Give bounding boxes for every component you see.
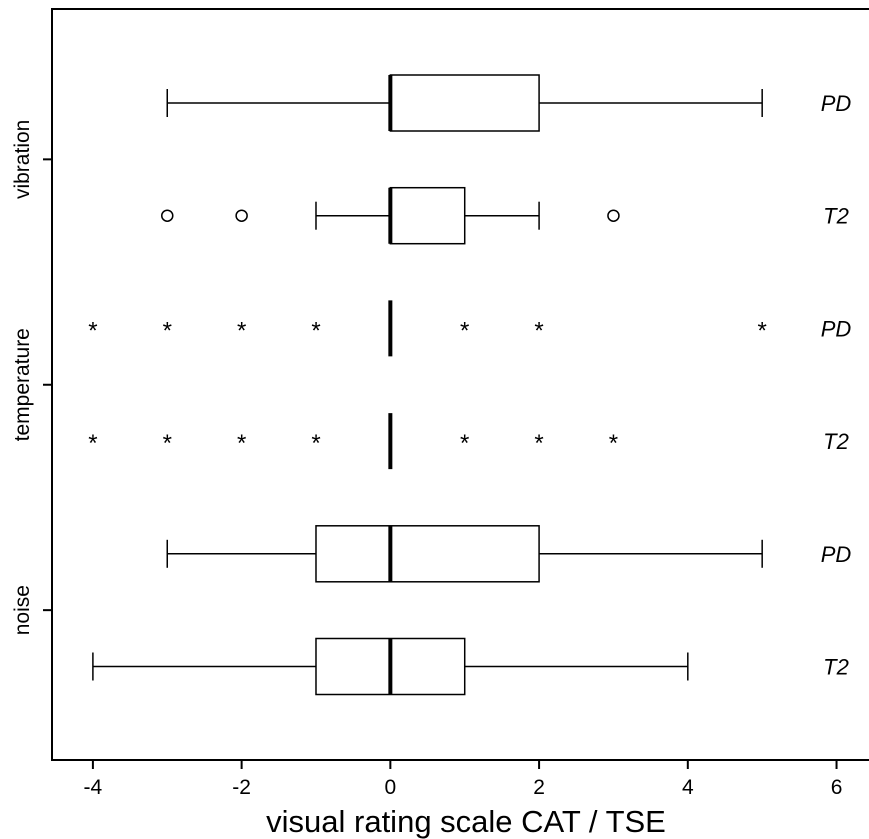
x-tick-label: 0	[385, 776, 397, 799]
extreme-point: *	[163, 430, 172, 457]
y-category-label: vibration	[11, 120, 34, 199]
outlier-point	[607, 209, 620, 222]
x-tick-label: 2	[533, 776, 545, 799]
x-axis: -4 -2 0 2 4 6	[84, 760, 843, 799]
extreme-point: *	[534, 430, 543, 457]
box-temperature-T2: * * * * * * * T2	[88, 413, 849, 470]
box-iqr	[389, 74, 540, 132]
box-vibration-T2: T2	[161, 186, 849, 245]
extreme-point: *	[311, 430, 320, 457]
box-vibration-PD: PD	[166, 74, 852, 132]
series-label: T2	[823, 204, 849, 229]
plot-frame	[51, 8, 869, 761]
x-tick-label: -2	[232, 776, 251, 799]
y-category-label: temperature	[11, 328, 34, 441]
series-label: T2	[823, 655, 849, 680]
x-tick-label: 4	[682, 776, 694, 799]
series-label: PD	[821, 91, 852, 116]
box-iqr	[389, 186, 466, 245]
extreme-point: *	[460, 430, 469, 457]
extreme-point: *	[758, 317, 767, 344]
extreme-point: *	[460, 317, 469, 344]
outlier-point	[161, 209, 174, 222]
extreme-point: *	[163, 317, 172, 344]
box-iqr	[315, 525, 540, 583]
y-axis: vibration temperature noise	[11, 120, 52, 635]
extreme-point: *	[237, 430, 246, 457]
series-label: T2	[823, 429, 849, 454]
x-tick-label: -4	[84, 776, 103, 799]
outlier-point	[235, 209, 248, 222]
extreme-point: *	[237, 317, 246, 344]
series-label: PD	[821, 316, 852, 341]
extreme-point: *	[88, 317, 97, 344]
extreme-point: *	[311, 317, 320, 344]
extreme-point: *	[609, 430, 618, 457]
series-label: PD	[821, 542, 852, 567]
x-axis-title: visual rating scale CAT / TSE	[266, 804, 666, 839]
extreme-point: *	[534, 317, 543, 344]
y-category-label: noise	[11, 585, 34, 635]
extreme-point: *	[88, 430, 97, 457]
boxes: PD T2 * * * * * * * PD * * * * * * * T2 PD T2	[88, 74, 852, 696]
x-tick-label: 6	[831, 776, 843, 799]
box-noise-T2: T2	[92, 637, 849, 696]
box-noise-PD: PD	[166, 525, 852, 583]
box-temperature-PD: * * * * * * * PD	[88, 300, 852, 357]
